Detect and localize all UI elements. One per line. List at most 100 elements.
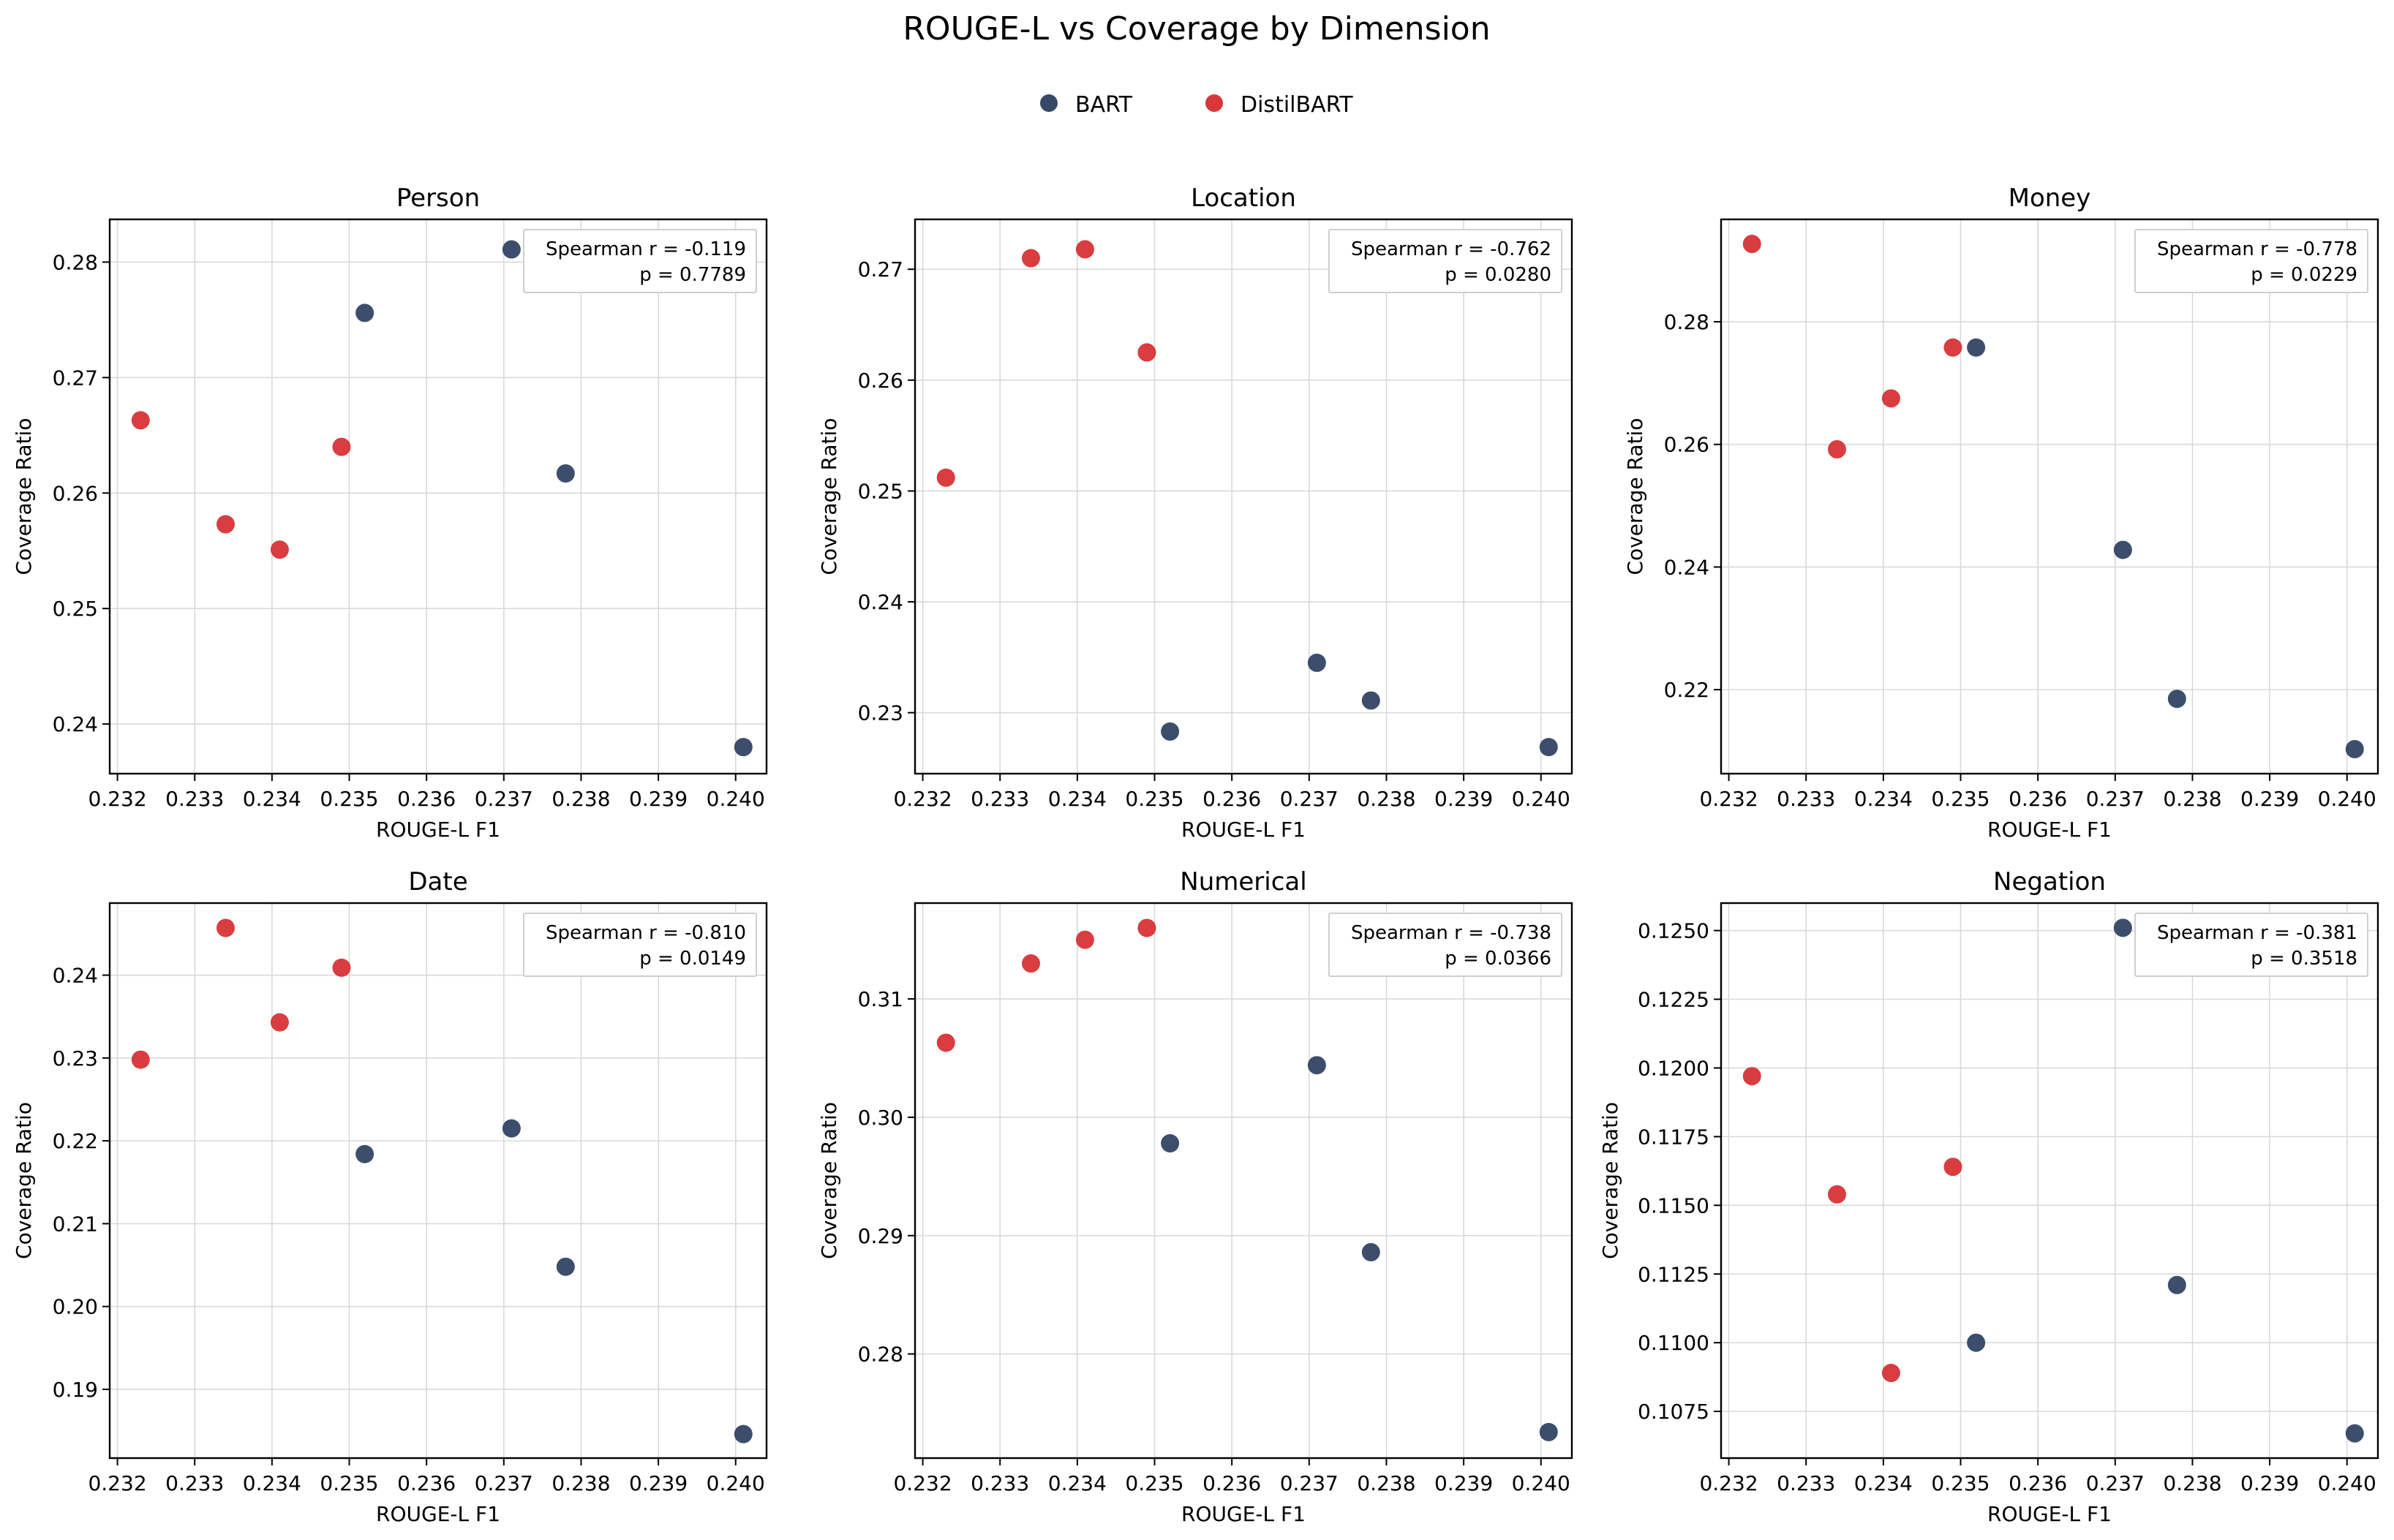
y-tick-label: 0.30 <box>858 1106 903 1130</box>
x-tick-label: 0.234 <box>1854 1471 1913 1495</box>
x-tick-label: 0.237 <box>1280 787 1339 811</box>
x-tick-label: 0.234 <box>243 1471 301 1495</box>
y-tick-label: 0.19 <box>53 1378 98 1402</box>
x-tick-label: 0.237 <box>475 787 533 811</box>
x-tick-label: 0.235 <box>1931 787 1990 811</box>
point-bart <box>734 738 753 757</box>
x-tick-label: 0.239 <box>2240 1471 2299 1495</box>
annotation-p-value: p = 0.0280 <box>1445 264 1551 286</box>
point-distilbart <box>1943 1158 1962 1177</box>
point-distilbart <box>131 1050 150 1069</box>
x-tick-label: 0.238 <box>2163 787 2221 811</box>
x-tick-label: 0.239 <box>629 1471 688 1495</box>
y-tick-label: 0.25 <box>858 479 903 503</box>
x-tick-label: 0.232 <box>1699 787 1758 811</box>
point-distilbart <box>1943 338 1962 357</box>
x-tick-label: 0.237 <box>2086 787 2145 811</box>
annotation-p-value: p = 0.0149 <box>639 948 746 970</box>
annotation-box <box>2134 229 2368 293</box>
point-bart <box>2167 1275 2186 1294</box>
x-tick-label: 0.233 <box>1777 787 1835 811</box>
annotation-box <box>1328 913 1562 977</box>
panel-numerical: 0.232 0.233 0.234 0.235 0.236 0.237 0.238 0.239… <box>817 867 1573 1526</box>
point-bart <box>556 1257 575 1276</box>
point-distilbart <box>216 918 235 937</box>
y-tick-label: 0.23 <box>53 1046 98 1071</box>
y-tick-label: 0.27 <box>53 366 98 390</box>
x-tick-label: 0.233 <box>165 787 224 811</box>
point-bart <box>2345 1424 2364 1443</box>
axes-frame <box>108 218 768 775</box>
x-tick-label: 0.234 <box>1048 1471 1107 1495</box>
point-distilbart <box>1137 343 1156 362</box>
point-bart <box>1307 653 1326 672</box>
y-tick-label: 0.25 <box>53 597 98 621</box>
y-tick-label: 0.26 <box>1664 433 1709 457</box>
point-bart <box>502 1119 521 1138</box>
x-tick-label: 0.240 <box>1512 1471 1570 1495</box>
annotation-box <box>523 913 757 977</box>
y-tick-label: 0.27 <box>858 257 903 282</box>
panel-title: Date <box>408 867 467 897</box>
x-tick-label: 0.234 <box>1854 787 1913 811</box>
point-distilbart <box>1827 1185 1846 1204</box>
legend-label-distilbart: DistilBART <box>1241 92 1353 118</box>
y-tick-label: 0.1100 <box>1638 1331 1709 1355</box>
x-tick-label: 0.233 <box>165 1471 224 1495</box>
point-bart <box>2345 739 2364 758</box>
x-tick-label: 0.240 <box>2318 1471 2376 1495</box>
x-tick-label: 0.236 <box>1202 1471 1261 1495</box>
x-tick-label: 0.236 <box>397 787 456 811</box>
x-axis-label: ROUGE-L F1 <box>1181 818 1306 842</box>
y-axis-label: Coverage Ratio <box>817 1102 841 1259</box>
point-distilbart <box>1075 240 1094 259</box>
point-bart <box>1967 1333 1986 1352</box>
x-axis-label: ROUGE-L F1 <box>376 1502 500 1526</box>
y-tick-label: 0.1225 <box>1638 988 1709 1012</box>
annotation-spearman: Spearman r = -0.778 <box>2157 238 2357 260</box>
axes-frame <box>1720 218 2379 775</box>
panel-title: Location <box>1191 184 1296 213</box>
x-tick-label: 0.232 <box>88 1471 146 1495</box>
y-axis-label: Coverage Ratio <box>12 1102 36 1259</box>
legend: BART DistilBART <box>1040 92 1353 118</box>
point-distilbart <box>1137 918 1156 937</box>
x-tick-label: 0.232 <box>1699 1471 1758 1495</box>
x-tick-label: 0.236 <box>1202 787 1261 811</box>
point-bart <box>355 1144 374 1163</box>
figure-title: ROUGE-L vs Coverage by Dimension <box>903 10 1490 48</box>
y-tick-label: 0.29 <box>858 1224 903 1248</box>
x-tick-label: 0.233 <box>971 787 1029 811</box>
x-tick-label: 0.239 <box>1434 1471 1493 1495</box>
y-tick-label: 0.24 <box>1664 555 1709 579</box>
x-tick-label: 0.238 <box>1357 1471 1415 1495</box>
annotation-box <box>523 229 757 293</box>
panel-title: Person <box>396 184 480 213</box>
x-axis-label: ROUGE-L F1 <box>1987 1502 2112 1526</box>
y-axis-label: Coverage Ratio <box>817 418 841 575</box>
point-bart <box>1967 338 1986 357</box>
x-tick-label: 0.233 <box>1777 1471 1835 1495</box>
x-tick-label: 0.235 <box>1931 1471 1990 1495</box>
y-tick-label: 0.1075 <box>1638 1400 1709 1424</box>
y-tick-label: 0.24 <box>858 590 903 614</box>
annotation-spearman: Spearman r = -0.738 <box>1351 922 1551 944</box>
annotation-p-value: p = 0.7789 <box>639 264 746 286</box>
x-tick-label: 0.235 <box>1125 787 1183 811</box>
x-tick-label: 0.234 <box>243 787 301 811</box>
y-tick-label: 0.21 <box>53 1212 98 1236</box>
point-bart <box>355 303 374 322</box>
y-tick-label: 0.26 <box>53 481 98 505</box>
x-tick-label: 0.238 <box>1357 787 1415 811</box>
x-tick-label: 0.238 <box>2163 1471 2221 1495</box>
x-tick-label: 0.235 <box>320 1471 378 1495</box>
x-tick-label: 0.238 <box>552 1471 610 1495</box>
panel-money: 0.232 0.233 0.234 0.235 0.236 0.237 0.238 0.239… <box>1623 184 2379 842</box>
annotation-box <box>1328 229 1562 293</box>
point-distilbart <box>1075 930 1094 949</box>
y-axis-label: Coverage Ratio <box>1623 418 1647 575</box>
legend-marker-bart <box>1040 94 1058 112</box>
y-tick-label: 0.22 <box>1664 678 1709 702</box>
annotation-p-value: p = 0.0366 <box>1445 948 1551 970</box>
